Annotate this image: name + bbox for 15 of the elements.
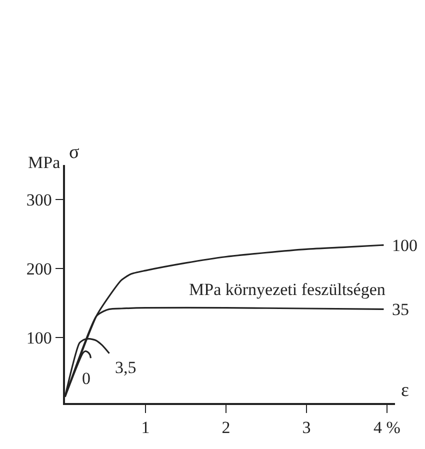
y-tick-label: 200 — [26, 259, 52, 278]
x-tick-label: 4 % — [373, 418, 400, 438]
series-label: 0 — [82, 369, 90, 388]
x-tick-label: 1 — [141, 418, 150, 438]
y-axis-title: σ — [69, 142, 80, 163]
x-tick-label: 2 — [222, 418, 230, 438]
annotation: MPa környezeti feszültségen — [189, 280, 386, 299]
x-axis-title: ε — [401, 380, 409, 401]
series-label: 35 — [392, 300, 409, 319]
x-tick-label: 3 — [302, 418, 311, 438]
series-label: 3,5 — [115, 358, 136, 377]
y-tick-label: 100 — [26, 328, 52, 348]
text: MPa — [28, 153, 61, 172]
y-tick-label: 300 — [26, 190, 52, 210]
series-label: 100 — [392, 236, 418, 255]
